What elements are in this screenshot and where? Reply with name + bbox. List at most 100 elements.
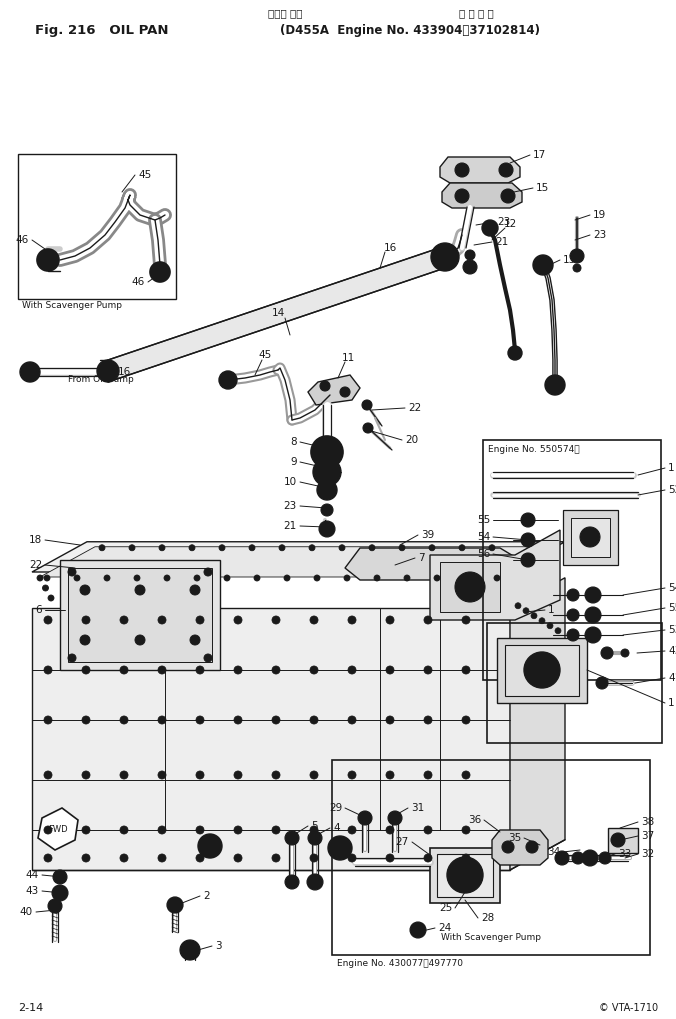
Circle shape — [340, 387, 350, 397]
Circle shape — [135, 585, 145, 595]
Circle shape — [20, 362, 40, 382]
Circle shape — [567, 609, 579, 621]
Bar — [571, 518, 610, 557]
Polygon shape — [510, 578, 565, 870]
Circle shape — [533, 255, 553, 275]
Circle shape — [82, 666, 90, 674]
Text: 1: 1 — [548, 605, 554, 615]
Text: 45: 45 — [138, 170, 151, 180]
Circle shape — [219, 545, 225, 550]
Circle shape — [311, 436, 343, 468]
Bar — [430, 848, 500, 903]
Circle shape — [120, 616, 128, 624]
Circle shape — [272, 826, 280, 834]
Text: 53: 53 — [668, 625, 676, 635]
Circle shape — [424, 716, 432, 725]
Circle shape — [204, 654, 212, 662]
Text: 25: 25 — [439, 903, 452, 913]
Bar — [437, 854, 493, 897]
Circle shape — [52, 884, 68, 901]
Polygon shape — [40, 547, 560, 577]
Circle shape — [363, 423, 373, 433]
Text: 33: 33 — [618, 849, 631, 859]
Circle shape — [82, 716, 90, 725]
Text: 2: 2 — [203, 891, 210, 901]
Bar — [18, 154, 176, 299]
Circle shape — [159, 545, 165, 550]
Text: 9: 9 — [291, 457, 297, 467]
Text: 14: 14 — [271, 308, 285, 318]
Text: 12: 12 — [504, 219, 517, 229]
Circle shape — [453, 863, 477, 887]
Circle shape — [135, 635, 145, 645]
Text: 34: 34 — [547, 847, 560, 857]
Circle shape — [314, 575, 320, 581]
Circle shape — [254, 575, 260, 581]
Text: 24: 24 — [438, 923, 452, 933]
Circle shape — [43, 585, 49, 591]
Polygon shape — [32, 542, 565, 572]
Polygon shape — [442, 183, 522, 208]
Text: 6: 6 — [35, 605, 42, 615]
Circle shape — [459, 545, 465, 550]
Circle shape — [585, 607, 601, 623]
Circle shape — [362, 400, 372, 410]
Circle shape — [80, 635, 90, 645]
Bar — [497, 638, 587, 703]
Circle shape — [44, 616, 52, 624]
Circle shape — [320, 381, 330, 391]
Text: 16: 16 — [384, 243, 397, 253]
Text: 15: 15 — [536, 183, 549, 193]
Circle shape — [310, 826, 318, 834]
Text: 38: 38 — [641, 817, 654, 827]
Circle shape — [44, 666, 52, 674]
Circle shape — [158, 716, 166, 725]
Text: 44: 44 — [26, 870, 39, 880]
Circle shape — [521, 513, 535, 527]
Text: 11: 11 — [342, 353, 356, 363]
Bar — [608, 828, 638, 853]
Circle shape — [489, 545, 495, 550]
Circle shape — [521, 533, 535, 547]
Circle shape — [120, 771, 128, 779]
Text: 52: 52 — [668, 485, 676, 495]
Circle shape — [508, 346, 522, 360]
Circle shape — [386, 716, 394, 725]
Circle shape — [582, 850, 598, 866]
Text: 8: 8 — [291, 437, 297, 447]
Circle shape — [348, 616, 356, 624]
Circle shape — [190, 585, 200, 595]
Circle shape — [386, 771, 394, 779]
Circle shape — [315, 440, 339, 464]
Circle shape — [167, 897, 183, 913]
Circle shape — [455, 572, 485, 602]
Circle shape — [455, 189, 469, 203]
Text: 4: 4 — [333, 823, 339, 833]
Text: © VTA-1710: © VTA-1710 — [599, 1003, 658, 1013]
Circle shape — [462, 716, 470, 725]
Circle shape — [501, 189, 515, 203]
Circle shape — [344, 575, 350, 581]
Circle shape — [310, 854, 318, 862]
Text: 2-14: 2-14 — [18, 1003, 43, 1013]
Text: Engine No. 430077～497770: Engine No. 430077～497770 — [337, 959, 463, 967]
Circle shape — [196, 854, 204, 862]
Circle shape — [524, 652, 560, 688]
Text: Fig. 216   OIL PAN: Fig. 216 OIL PAN — [35, 23, 168, 37]
Text: 22: 22 — [29, 560, 42, 570]
Circle shape — [328, 836, 352, 860]
Circle shape — [462, 666, 470, 674]
Circle shape — [204, 568, 212, 576]
Text: 39: 39 — [421, 530, 434, 540]
Circle shape — [555, 851, 569, 865]
Text: 54: 54 — [668, 583, 676, 593]
Text: 21: 21 — [495, 237, 508, 247]
Circle shape — [99, 545, 105, 550]
Circle shape — [502, 841, 514, 853]
Circle shape — [462, 771, 470, 779]
Text: 28: 28 — [481, 913, 494, 923]
Circle shape — [190, 635, 200, 645]
Text: 22: 22 — [408, 403, 421, 413]
Circle shape — [572, 852, 584, 864]
Circle shape — [234, 666, 242, 674]
